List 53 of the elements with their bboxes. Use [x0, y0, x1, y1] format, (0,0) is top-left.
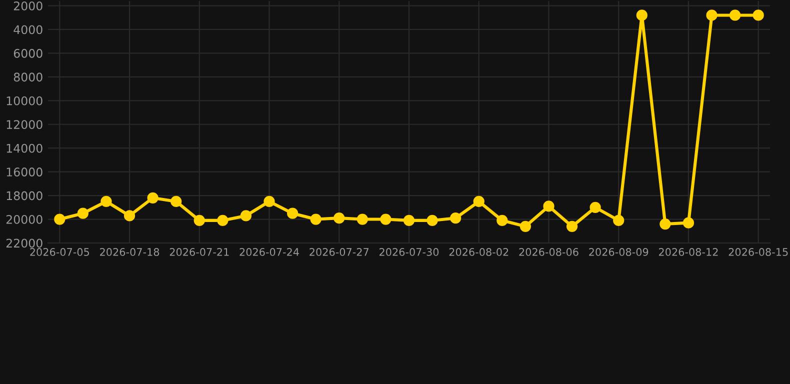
y-tick-label: 18000: [6, 191, 42, 200]
point: [310, 214, 322, 225]
point: [264, 196, 275, 208]
x-tick-label: 2026-07-21: [170, 248, 229, 256]
x-tick-label: 2026-07-18: [100, 248, 160, 256]
point: [566, 220, 578, 232]
point: [473, 196, 484, 208]
x-tick-label: 2026-07-27: [310, 248, 369, 256]
y-tick-label: 8000: [14, 72, 42, 82]
point: [613, 214, 624, 226]
y-tick-label: 4000: [14, 25, 42, 34]
y-tick-label: 14000: [6, 144, 42, 153]
point: [147, 192, 158, 204]
point: [194, 214, 205, 226]
point: [170, 196, 182, 208]
x-tick-label: 2026-07-30: [379, 248, 439, 256]
point: [520, 220, 532, 232]
point: [496, 214, 508, 226]
y-tick-label: 20000: [6, 215, 42, 224]
point: [124, 210, 136, 222]
y-tick-label: 12000: [6, 120, 42, 130]
point: [356, 214, 368, 225]
point: [706, 10, 718, 21]
x-tick-label: 2026-08-12: [658, 248, 718, 256]
x-tick-label: 2026-08-06: [519, 248, 578, 256]
point: [450, 212, 462, 224]
point: [54, 214, 66, 225]
point: [217, 214, 228, 226]
point: [77, 208, 88, 219]
x-tick-label: 2026-07-24: [240, 248, 299, 256]
y-tick-label: 10000: [6, 96, 42, 106]
point: [100, 196, 112, 208]
point: [403, 214, 415, 226]
point: [730, 10, 741, 21]
x-tick-label: 2026-08-09: [589, 248, 648, 256]
y-tick-label: 6000: [14, 48, 42, 58]
point: [426, 214, 438, 226]
point: [590, 202, 601, 213]
y-tick-label: 22000: [6, 238, 42, 248]
y-tick-label: 16000: [6, 168, 42, 176]
point: [240, 210, 252, 222]
x-tick-label: 2026-08-02: [449, 248, 508, 256]
point: [334, 212, 345, 224]
x-tick-label: 2026-07-05: [30, 248, 90, 256]
x-tick-label: 2026-08-15: [728, 248, 788, 256]
point: [660, 218, 671, 230]
point: [286, 208, 298, 219]
point: [543, 200, 554, 212]
y-tick-label: 2000: [14, 1, 42, 10]
point: [380, 214, 392, 225]
point: [636, 10, 648, 21]
point: [752, 10, 764, 21]
point: [682, 217, 694, 228]
